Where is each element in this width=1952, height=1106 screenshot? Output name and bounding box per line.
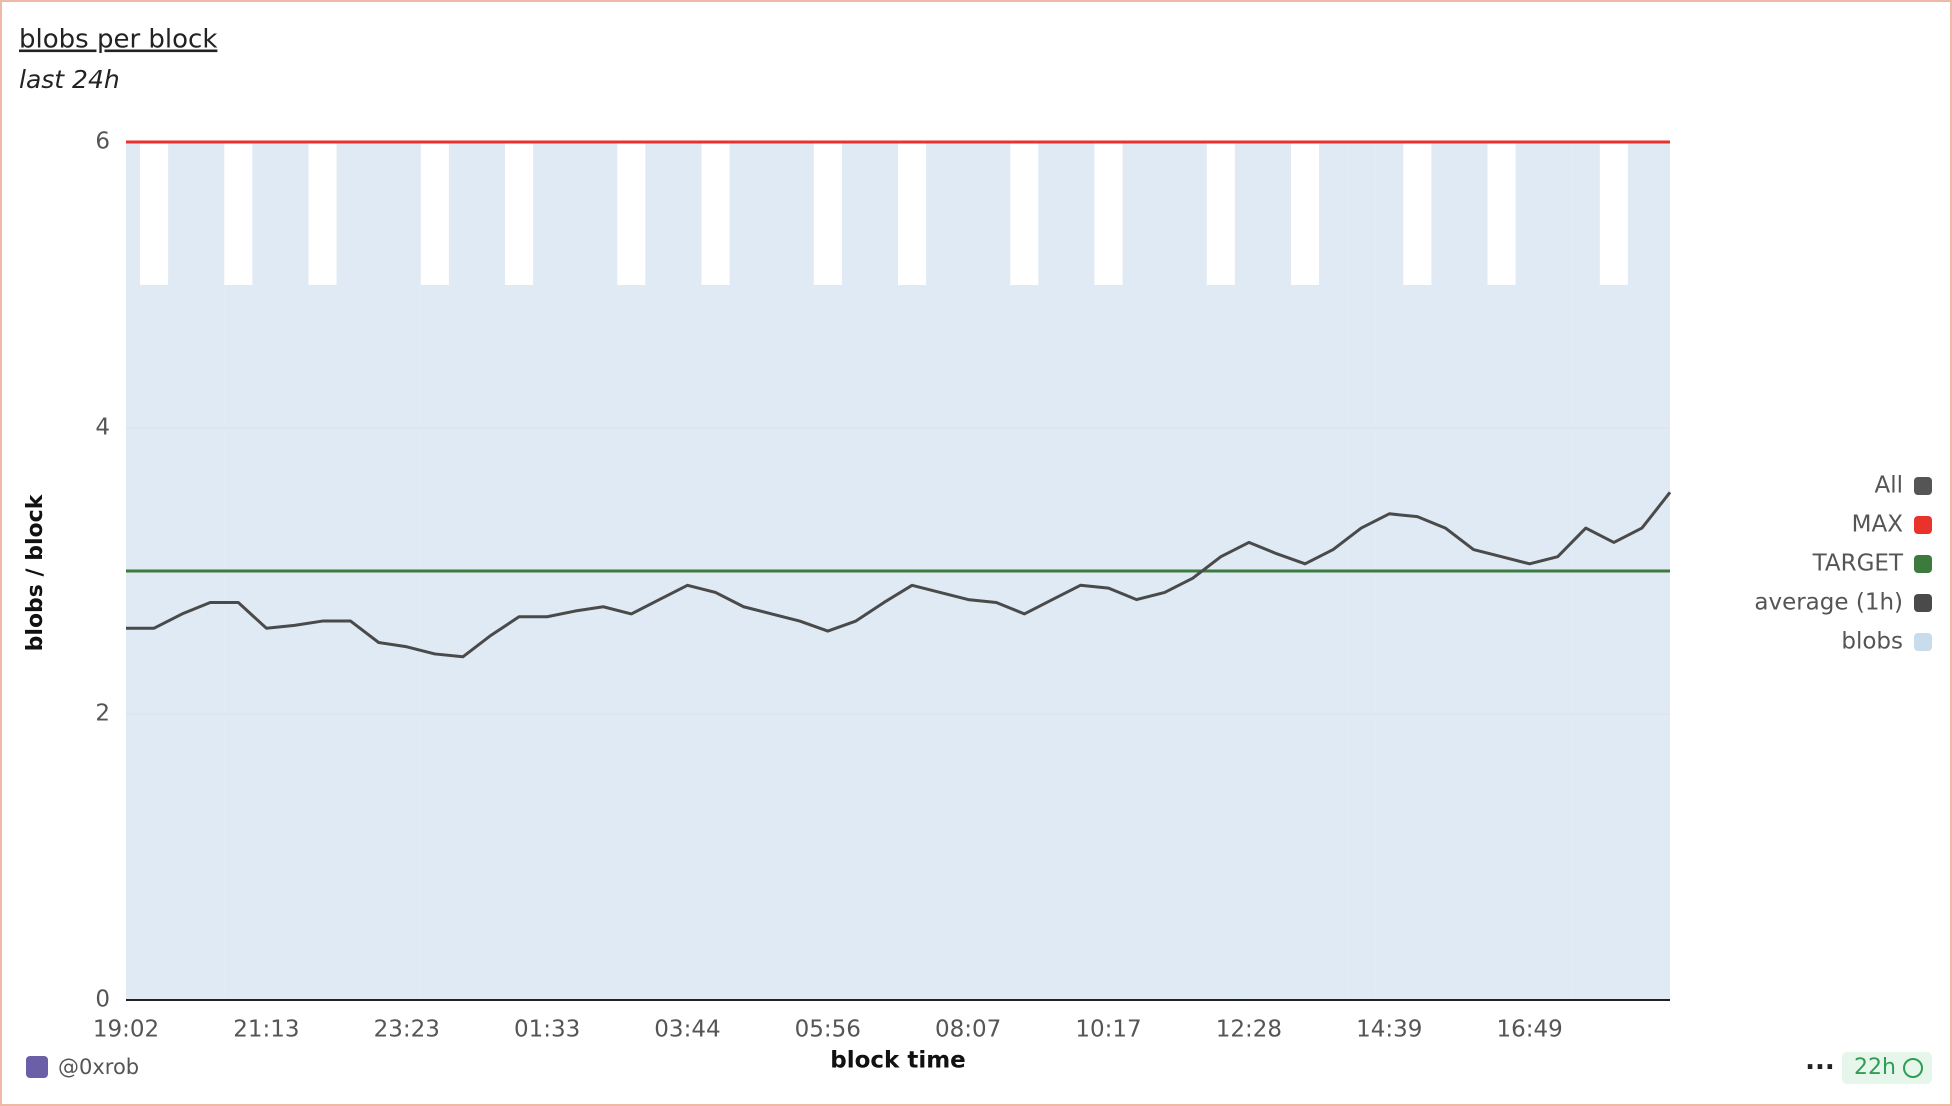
- legend-label[interactable]: MAX: [1852, 512, 1904, 538]
- y-tick-label: 0: [95, 987, 110, 1013]
- blob-bar: [813, 285, 842, 1000]
- blob-bar: [701, 285, 730, 1000]
- blob-bar: [1010, 285, 1039, 1000]
- legend-swatch: [1914, 516, 1932, 534]
- legend-label[interactable]: average (1h): [1754, 590, 1903, 616]
- x-tick-label: 21:13: [233, 1017, 299, 1043]
- menu[interactable]: ···: [1805, 1053, 1835, 1083]
- blob-bar: [1094, 285, 1123, 1000]
- blob-bar: [1487, 285, 1516, 1000]
- legend-swatch: [1914, 477, 1932, 495]
- blob-bar: [898, 285, 927, 1000]
- average-line: [126, 491, 1672, 659]
- y-axis-label: blobs / block: [23, 493, 48, 651]
- blob-bar: [1291, 285, 1320, 1000]
- legend-label[interactable]: blobs: [1841, 629, 1903, 655]
- chart-subtitle: last 24h: [19, 65, 120, 94]
- legend-swatch: [1914, 555, 1932, 573]
- x-tick-label: 05:56: [795, 1017, 861, 1043]
- blob-bar: [140, 285, 169, 1000]
- x-tick-label: 16:49: [1496, 1017, 1562, 1043]
- chart-title: blobs per block: [19, 25, 217, 55]
- y-tick-label: 6: [95, 129, 110, 155]
- blob-bar: [308, 285, 337, 1000]
- blob-bar: [1599, 285, 1628, 1000]
- check-icon: [1903, 1058, 1923, 1078]
- x-tick-label: 12:28: [1216, 1017, 1282, 1043]
- author[interactable]: @0xrob: [58, 1055, 139, 1079]
- blob-bar: [504, 285, 534, 1000]
- age: 22h: [1854, 1055, 1896, 1080]
- blob-bar: [420, 285, 449, 1000]
- x-tick-label: 14:39: [1356, 1017, 1422, 1043]
- blob-bar: [617, 285, 646, 1000]
- x-tick-label: 01:33: [514, 1017, 580, 1043]
- x-axis-label: block time: [830, 1048, 966, 1074]
- x-tick-label: 23:23: [374, 1017, 440, 1043]
- legend-swatch: [1914, 633, 1932, 651]
- author-avatar: [26, 1056, 48, 1078]
- legend-label[interactable]: All: [1874, 473, 1903, 499]
- blob-bar: [224, 285, 253, 1000]
- y-tick-label: 2: [95, 701, 110, 727]
- y-tick-label: 4: [95, 415, 110, 441]
- blob-bar: [1206, 285, 1235, 1000]
- x-tick-label: 08:07: [935, 1017, 1001, 1043]
- legend-label[interactable]: TARGET: [1812, 551, 1904, 577]
- x-tick-label: 19:02: [93, 1017, 159, 1043]
- blob-bar: [1403, 285, 1432, 1000]
- legend-swatch: [1914, 594, 1932, 612]
- x-tick-label: 03:44: [654, 1017, 720, 1043]
- x-tick-label: 10:17: [1075, 1017, 1141, 1043]
